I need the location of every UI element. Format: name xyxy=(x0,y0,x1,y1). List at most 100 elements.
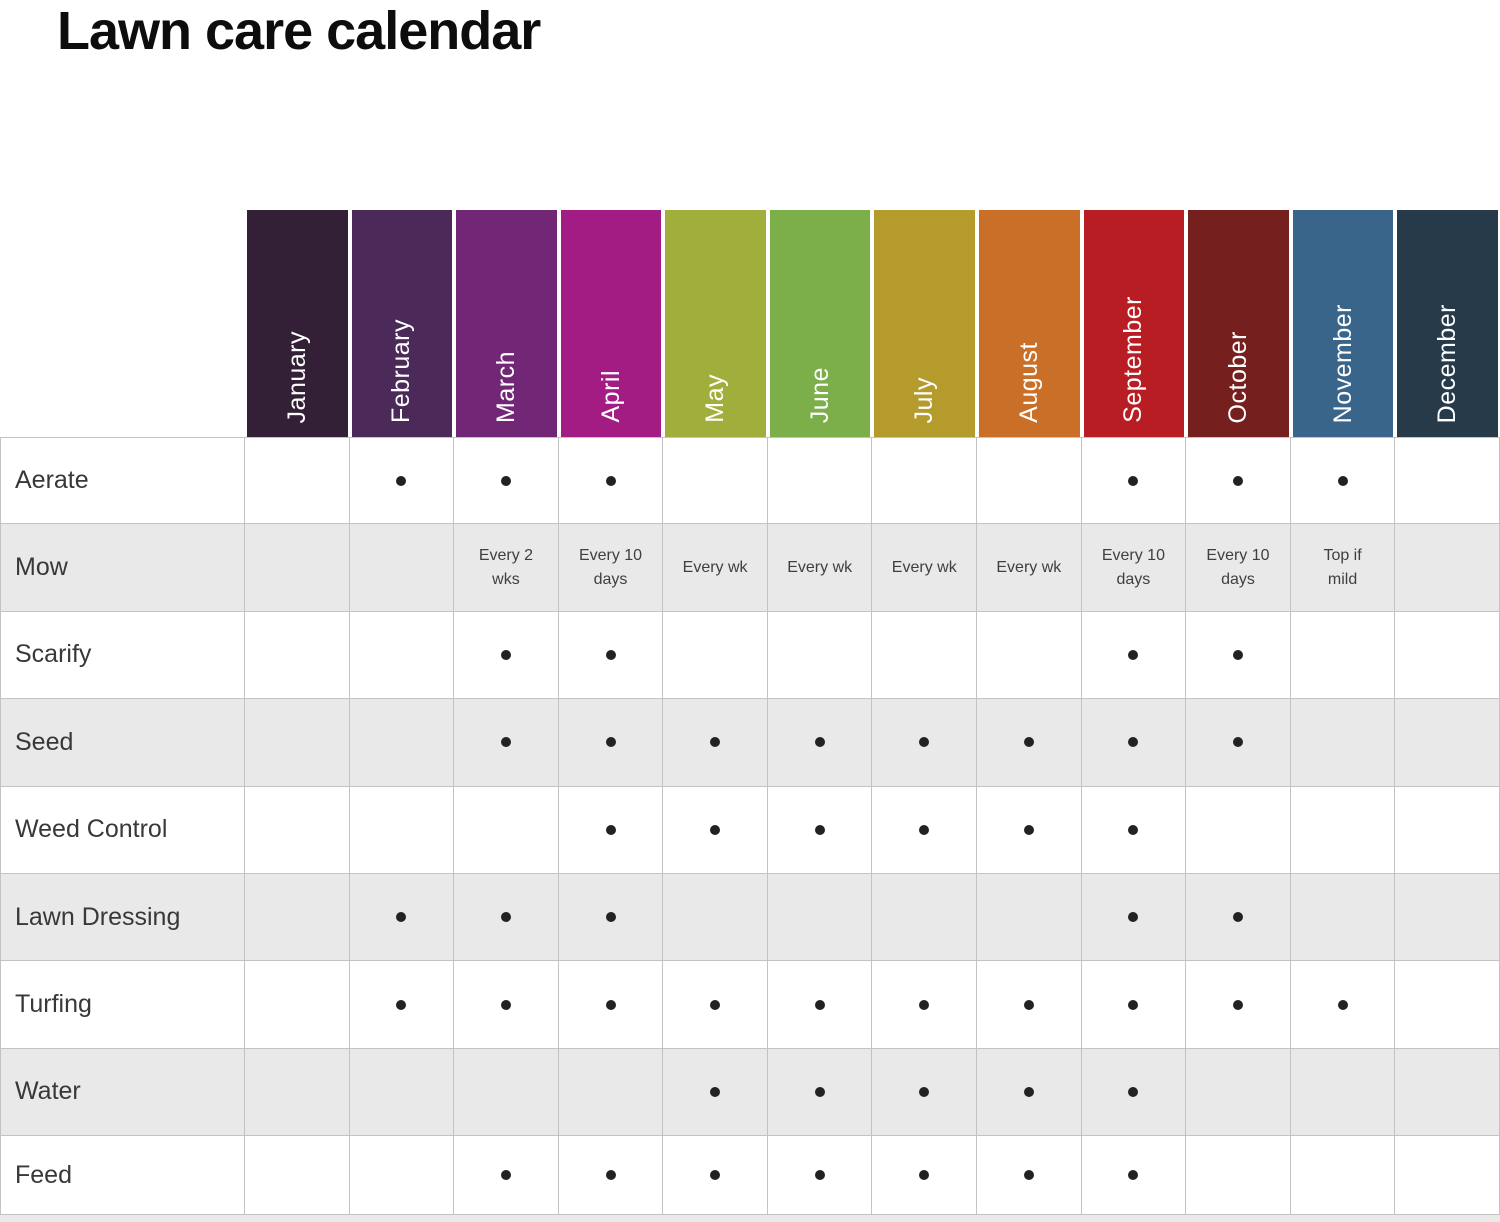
calendar-cell-seed-march xyxy=(454,699,559,786)
task-dot xyxy=(1128,649,1139,660)
month-label: November xyxy=(1328,303,1357,423)
calendar-cell-mow-march: Every 2 wks xyxy=(454,524,559,611)
calendar-cell-aerate-june xyxy=(768,438,873,524)
calendar-cell-aerate-april xyxy=(559,438,664,524)
frequency-text: Top if mild xyxy=(1323,546,1362,588)
calendar-cell-weed-control-april xyxy=(559,786,664,873)
calendar-cell-scarify-december xyxy=(1395,611,1500,699)
calendar-cell-lawn-dressing-april xyxy=(559,873,664,961)
task-dot xyxy=(1023,737,1034,748)
calendar-cell-mow-december xyxy=(1395,524,1500,611)
task-row-mow: Mow Every 2 wks Every 10 days Every wk Every… xyxy=(0,524,1500,612)
calendar-cell-water-december xyxy=(1395,1048,1500,1136)
task-dot xyxy=(1023,1170,1034,1181)
calendar-cell-turfing-february xyxy=(350,961,455,1048)
task-dot xyxy=(605,649,616,660)
calendar-cell-water-june xyxy=(768,1048,873,1136)
calendar-cell-scarify-september xyxy=(1082,611,1187,699)
task-dot xyxy=(396,912,407,923)
task-dot xyxy=(1128,737,1139,748)
calendar-cell-lawn-dressing-june xyxy=(768,873,873,961)
calendar-cell-seed-october xyxy=(1186,699,1291,786)
month-header-july: July xyxy=(872,210,978,437)
month-header-april: April xyxy=(558,210,664,437)
calendar-cell-aerate-october xyxy=(1186,438,1291,524)
calendar-cell-seed-may xyxy=(663,699,768,786)
task-row-label: Weed Control xyxy=(0,786,245,873)
calendar-cell-seed-january xyxy=(245,699,350,786)
calendar-cell-turfing-august xyxy=(977,961,1082,1048)
calendar-cell-feed-august xyxy=(977,1136,1082,1215)
task-dot xyxy=(605,912,616,923)
task-dot xyxy=(1128,912,1139,923)
task-dot xyxy=(1232,999,1243,1010)
task-row-seed: Seed xyxy=(0,699,1500,787)
task-row-label: Scarify xyxy=(0,611,245,699)
task-row-label: Feed xyxy=(0,1136,245,1215)
calendar-cell-lawn-dressing-july xyxy=(872,873,978,961)
calendar-cell-seed-august xyxy=(977,699,1082,786)
calendar-cell-mow-august: Every wk xyxy=(977,524,1082,611)
calendar-cell-feed-june xyxy=(768,1136,873,1215)
calendar-cell-water-may xyxy=(663,1048,768,1136)
calendar-cell-turfing-may xyxy=(663,961,768,1048)
task-dot xyxy=(710,824,721,835)
task-dot xyxy=(710,999,721,1010)
table-corner-spacer xyxy=(0,210,245,437)
frequency-text: Every 2 wks xyxy=(478,546,534,588)
task-dot xyxy=(919,1086,930,1097)
task-dot xyxy=(710,737,721,748)
task-dot xyxy=(814,1086,825,1097)
calendar-cell-lawn-dressing-november xyxy=(1291,873,1396,961)
calendar-cell-turfing-june xyxy=(768,961,873,1048)
month-label: July xyxy=(910,376,939,423)
calendar-cell-weed-control-february xyxy=(350,786,455,873)
task-dot xyxy=(605,475,616,486)
calendar-cell-mow-april: Every 10 days xyxy=(559,524,664,611)
calendar-cell-feed-february xyxy=(350,1136,455,1215)
task-row-water: Water xyxy=(0,1048,1500,1137)
calendar-cell-water-october xyxy=(1186,1048,1291,1136)
task-dot xyxy=(814,1170,825,1181)
task-dot xyxy=(814,737,825,748)
calendar-cell-water-november xyxy=(1291,1048,1396,1136)
calendar-cell-seed-september xyxy=(1082,699,1187,786)
task-row-label: Water xyxy=(0,1048,245,1136)
task-row-turfing: Turfing xyxy=(0,961,1500,1049)
task-row-feed: Feed xyxy=(0,1136,1500,1216)
month-label: December xyxy=(1433,303,1462,423)
calendar-cell-mow-february xyxy=(350,524,455,611)
frequency-text: Every wk xyxy=(787,558,853,576)
calendar-cell-weed-control-january xyxy=(245,786,350,873)
task-dot xyxy=(396,475,407,486)
calendar-cell-seed-february xyxy=(350,699,455,786)
cropped-row-sliver xyxy=(0,1215,1500,1222)
month-label: September xyxy=(1119,296,1148,423)
calendar-cell-lawn-dressing-january xyxy=(245,873,350,961)
calendar-cell-scarify-march xyxy=(454,611,559,699)
calendar-cell-turfing-november xyxy=(1291,961,1396,1048)
task-dot xyxy=(1232,912,1243,923)
task-dot xyxy=(1128,824,1139,835)
calendar-cell-scarify-january xyxy=(245,611,350,699)
frequency-text: Every 10 days xyxy=(578,546,643,588)
task-dot xyxy=(1023,1086,1034,1097)
calendar-cell-weed-control-july xyxy=(872,786,978,873)
month-label: February xyxy=(387,318,416,423)
calendar-cell-weed-control-december xyxy=(1395,786,1500,873)
task-dot xyxy=(814,824,825,835)
frequency-text: Every wk xyxy=(682,558,748,576)
calendar-cell-feed-may xyxy=(663,1136,768,1215)
task-row-label: Seed xyxy=(0,699,245,786)
task-dot xyxy=(710,1086,721,1097)
month-header-january: January xyxy=(245,210,350,437)
calendar-cell-seed-april xyxy=(559,699,664,786)
month-label: May xyxy=(701,374,730,423)
calendar-cell-scarify-october xyxy=(1186,611,1291,699)
task-dot xyxy=(1128,999,1139,1010)
calendar-cell-feed-july xyxy=(872,1136,978,1215)
calendar-cell-turfing-september xyxy=(1082,961,1187,1048)
calendar-cell-turfing-january xyxy=(245,961,350,1048)
calendar-cell-water-february xyxy=(350,1048,455,1136)
calendar-cell-feed-december xyxy=(1395,1136,1500,1215)
